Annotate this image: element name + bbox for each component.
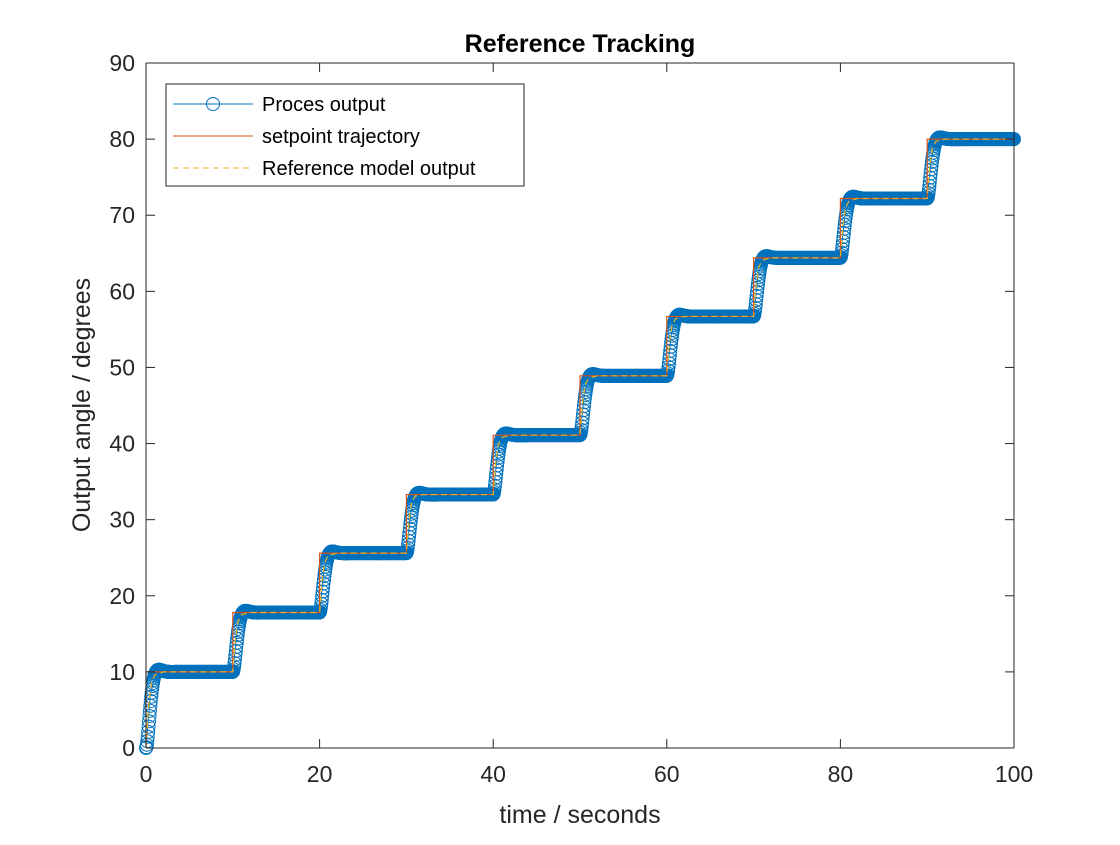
legend-label-proces-output: Proces output: [262, 94, 386, 116]
tick-layer: 0 20 40 60 80 100 0 10 20 30 40 50 60 70 80 90: [109, 50, 1033, 787]
legend-item-proces-output: Proces output: [173, 94, 386, 116]
x-tick-label-0: 0: [140, 761, 153, 787]
y-tick-label-10: 10: [109, 659, 135, 685]
x-tick-label-60: 60: [654, 761, 680, 787]
proces-output-point-13: [144, 685, 159, 700]
x-tick-label-40: 40: [480, 761, 506, 787]
y-axis-label: Output angle / degrees: [68, 278, 96, 532]
y-tick-label-90: 90: [109, 50, 135, 76]
x-tick-label-80: 80: [828, 761, 854, 787]
x-axis-label: time / seconds: [499, 801, 660, 829]
legend-item-reference-model-output: Reference model output: [173, 158, 476, 180]
y-tick-label-40: 40: [109, 431, 135, 457]
x-tick-label-100: 100: [995, 761, 1033, 787]
axes-frame: [145, 62, 1015, 749]
y-tick-label-20: 20: [109, 583, 135, 609]
series-layer: [139, 130, 1021, 755]
x-tick-label-20: 20: [307, 761, 333, 787]
legend: Proces output setpoint trajectory Refere…: [165, 83, 525, 187]
y-tick-label-70: 70: [109, 202, 135, 228]
y-tick-label-80: 80: [109, 126, 135, 152]
chart-title: Reference Tracking: [465, 30, 696, 58]
legend-item-setpoint-trajectory: setpoint trajectory: [173, 126, 420, 148]
legend-box: [165, 83, 525, 187]
series-reference-model-output: [145, 138, 1014, 749]
legend-label-reference-model-output: Reference model output: [262, 158, 476, 180]
y-tick-label-50: 50: [109, 354, 135, 380]
y-tick-label-0: 0: [122, 735, 135, 761]
legend-marker-proces-output: [206, 97, 220, 111]
y-tick-label-30: 30: [109, 507, 135, 533]
legend-label-setpoint-trajectory: setpoint trajectory: [262, 126, 420, 148]
y-tick-label-60: 60: [109, 278, 135, 304]
